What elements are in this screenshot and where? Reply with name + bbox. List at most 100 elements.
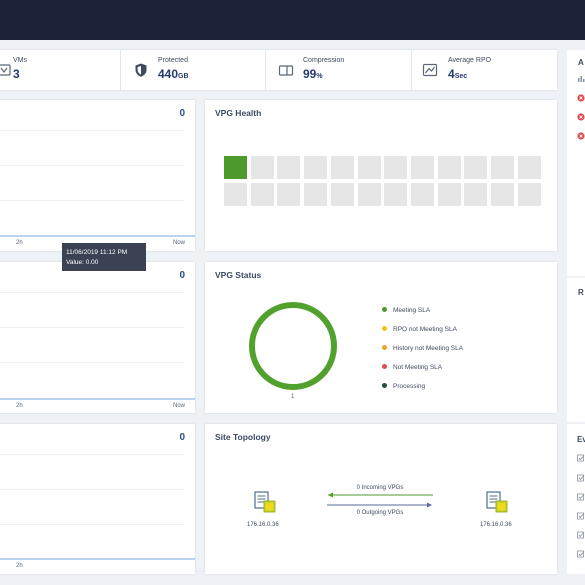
chart-current-value: 0 xyxy=(179,108,185,119)
stat-value: 4Sec xyxy=(448,67,468,81)
gridline xyxy=(0,327,185,328)
summary-stats-strip: VMs 3 Protected 440GB Compression 99% Av… xyxy=(0,50,557,90)
vpg-health-cell[interactable] xyxy=(437,156,461,179)
gridline xyxy=(0,130,185,131)
gridline xyxy=(0,454,185,455)
shield-icon xyxy=(135,63,147,77)
gridline xyxy=(0,362,185,363)
alerts-panel-title: A xyxy=(578,58,584,67)
vpg-health-cell[interactable] xyxy=(277,156,301,179)
vpg-health-cell[interactable] xyxy=(410,183,434,206)
vpg-count: 1 xyxy=(291,394,295,400)
gridline xyxy=(0,524,185,525)
incoming-arrow xyxy=(328,492,433,498)
chart-card-2: 0 2h Now xyxy=(0,262,195,413)
events-panel-title: Ev xyxy=(577,435,585,444)
vpg-health-cell[interactable] xyxy=(517,156,541,179)
x-tick: Now xyxy=(172,240,185,246)
event-check-icon xyxy=(577,512,585,520)
chart-baseline xyxy=(0,235,195,237)
vpg-health-cell[interactable] xyxy=(357,156,381,179)
stat-label: VMs xyxy=(13,57,27,64)
x-tick: 2h xyxy=(16,403,23,409)
gridline xyxy=(0,165,185,166)
stat-protected: Protected 440GB xyxy=(121,50,266,90)
bar-chart-icon[interactable] xyxy=(577,74,585,82)
legend-label: Meeting SLA xyxy=(393,307,431,314)
gridline xyxy=(0,292,185,293)
incoming-vpgs-label: 0 Incoming VPGs xyxy=(356,485,404,491)
vpg-health-cell[interactable] xyxy=(330,183,354,206)
legend-dot xyxy=(382,325,387,331)
stat-value: 440GB xyxy=(158,67,189,81)
legend-item: Processing xyxy=(382,382,425,390)
card-title: VPG Health xyxy=(215,108,262,118)
vpg-health-cell[interactable] xyxy=(491,156,514,179)
event-check-icon xyxy=(577,493,585,501)
legend-item: RPO not Meeting SLA xyxy=(382,325,457,333)
vpg-health-cell[interactable] xyxy=(330,156,354,179)
local-site-icon[interactable] xyxy=(253,490,277,514)
legend-dot xyxy=(382,344,387,350)
legend-label: History not Meeting SLA xyxy=(393,345,464,352)
gridline xyxy=(0,200,185,201)
card-title: Site Topology xyxy=(215,432,271,442)
recovery-panel-title: R xyxy=(578,288,584,297)
chart-baseline xyxy=(0,398,195,400)
vpg-health-card: VPG Health xyxy=(205,100,557,251)
site-topology-card: Site Topology 176.16.0.36 0 Incoming VPG… xyxy=(205,424,557,574)
top-navigation-bar xyxy=(0,0,585,40)
legend-label: Not Meeting SLA xyxy=(393,364,443,371)
recovery-panel xyxy=(567,278,585,422)
legend-item: History not Meeting SLA xyxy=(382,344,464,352)
vpg-status-ring[interactable] xyxy=(245,298,341,394)
vpg-health-cell[interactable] xyxy=(384,156,408,179)
card-title: VPG Status xyxy=(215,270,262,280)
x-tick: 2h xyxy=(16,240,23,246)
chart-card-3: 0 2h xyxy=(0,424,195,574)
x-tick: 2h xyxy=(16,563,23,569)
outgoing-arrow xyxy=(327,502,432,508)
chart-tooltip: 11/06/2019 11:12 PM Value: 0.00 xyxy=(62,243,146,271)
vpg-health-cell[interactable] xyxy=(491,183,514,206)
stat-label: Protected xyxy=(158,57,188,64)
vpg-health-cell[interactable] xyxy=(410,156,434,179)
remote-site-ip: 176.16.0.36 xyxy=(480,522,512,528)
outgoing-vpgs-label: 0 Outgoing VPGs xyxy=(356,510,404,516)
error-icon xyxy=(577,113,585,121)
remote-site-icon[interactable] xyxy=(485,490,509,514)
vpg-health-cell[interactable] xyxy=(464,156,488,179)
rpo-chart-icon xyxy=(422,63,438,77)
vpg-health-cell[interactable] xyxy=(384,183,408,206)
legend-dot xyxy=(382,382,387,388)
vpg-health-cell[interactable] xyxy=(517,183,541,206)
stat-average-rpo: Average RPO 4Sec xyxy=(412,50,557,90)
alerts-panel xyxy=(567,50,585,276)
vpg-health-cell[interactable] xyxy=(224,183,247,206)
x-tick: Now xyxy=(172,403,185,409)
event-check-icon xyxy=(577,474,585,482)
gridline xyxy=(0,489,185,490)
vpg-health-cell[interactable] xyxy=(464,183,488,206)
vpg-health-cell[interactable] xyxy=(437,183,461,206)
chart-card-1: 0 2h Now xyxy=(0,100,195,251)
tooltip-date: 11/06/2019 11:12 PM xyxy=(66,249,128,256)
stat-value: 3 xyxy=(13,67,20,81)
tooltip-value: Value: 0.00 xyxy=(66,258,99,266)
vpg-health-cell[interactable] xyxy=(250,156,274,179)
stat-compression: Compression 99% xyxy=(266,50,412,90)
vpg-health-cell[interactable] xyxy=(304,183,328,206)
vpg-health-cell[interactable] xyxy=(304,156,328,179)
vpg-health-cell[interactable] xyxy=(277,183,301,206)
event-check-icon xyxy=(577,550,585,558)
chart-baseline xyxy=(0,558,195,560)
vpg-health-cell[interactable] xyxy=(250,183,274,206)
stat-label: Average RPO xyxy=(448,57,492,64)
compression-icon xyxy=(278,65,294,76)
legend-dot xyxy=(382,363,387,369)
error-icon xyxy=(577,94,585,102)
chart-current-value: 0 xyxy=(179,270,185,281)
legend-dot xyxy=(382,306,387,312)
vpg-health-cell[interactable] xyxy=(357,183,381,206)
vpg-health-cell[interactable] xyxy=(224,156,247,179)
